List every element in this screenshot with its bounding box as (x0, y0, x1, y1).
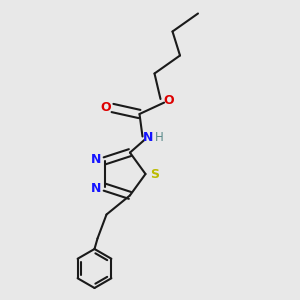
Text: O: O (100, 101, 111, 114)
Text: S: S (150, 167, 159, 181)
Text: N: N (143, 130, 154, 144)
Text: N: N (91, 182, 102, 195)
Text: H: H (154, 130, 164, 144)
Text: O: O (164, 94, 174, 107)
Text: N: N (91, 153, 102, 166)
